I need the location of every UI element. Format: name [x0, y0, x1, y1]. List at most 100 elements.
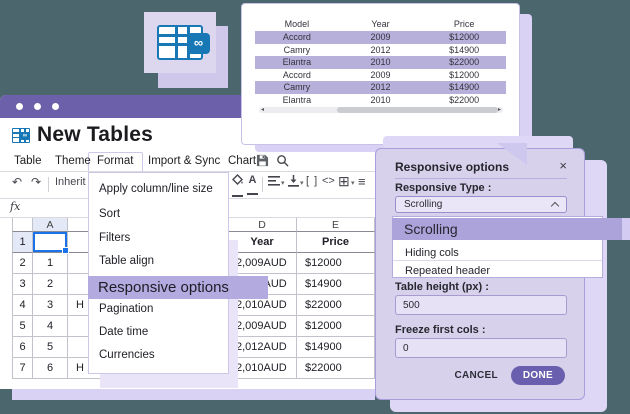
cell[interactable]: 2,010AUD	[228, 358, 297, 379]
preview-cell: Elantra	[282, 57, 312, 68]
preview-cell: Accord	[282, 69, 311, 80]
cell[interactable]: $22000	[297, 358, 375, 379]
format-menu-item[interactable]: Currencies	[99, 349, 155, 361]
column-header-A[interactable]: A	[33, 218, 68, 232]
page-title: New Tables	[37, 123, 153, 146]
responsive-type-value: Scrolling	[404, 199, 443, 210]
menu-format[interactable]: Format	[97, 155, 134, 167]
preview-cell: $12000	[449, 32, 480, 43]
panel-divider	[395, 178, 567, 179]
cell[interactable]: 2,012AUD	[228, 337, 297, 358]
scrollbar-thumb[interactable]	[337, 107, 499, 113]
cell[interactable]: $12000	[297, 253, 375, 274]
scroll-left-icon[interactable]: ◂	[261, 107, 265, 113]
cell[interactable]: $14900	[297, 337, 375, 358]
format-menu-item[interactable]: Apply column/line size	[99, 183, 213, 195]
row-header-3[interactable]: 3	[12, 274, 33, 295]
table-height-input[interactable]: 500	[395, 295, 567, 315]
toolbar-separator	[262, 177, 263, 192]
cell[interactable]: 2,009AUD	[228, 253, 297, 274]
cell[interactable]: 6	[33, 358, 68, 379]
cell[interactable]: $14900	[297, 274, 375, 295]
preview-cell: 2010	[370, 94, 391, 105]
infinity-badge-icon: ∞	[187, 33, 210, 54]
preview-cell: Elantra	[282, 94, 312, 105]
preview-cell: 2009	[370, 32, 391, 43]
align-caret-icon[interactable]: ▾	[281, 180, 285, 187]
code-icon[interactable]: <>	[322, 175, 335, 187]
format-menu-item[interactable]: Date time	[99, 326, 149, 338]
cell[interactable]: 3	[33, 295, 68, 316]
format-menu-item-responsive-options[interactable]: Responsive options	[88, 276, 268, 299]
row-header-7[interactable]: 7	[12, 358, 33, 379]
row-header-5[interactable]: 5	[12, 316, 33, 337]
vertical-align-caret-icon[interactable]: ▾	[300, 180, 304, 187]
freeze-cols-input[interactable]: 0	[395, 338, 567, 358]
borders-icon[interactable]: ⊞	[338, 173, 350, 189]
responsive-type-select[interactable]: Scrolling	[395, 196, 567, 213]
column-header-E[interactable]: E	[297, 218, 375, 232]
preview-cell: Camry	[283, 44, 311, 55]
option-hiding-cols[interactable]: Hiding cols	[405, 247, 459, 259]
align-left-icon[interactable]	[268, 176, 280, 186]
cell[interactable]: $22000	[297, 295, 375, 316]
chevron-up-icon	[550, 201, 560, 211]
responsive-type-label: Responsive Type :	[395, 182, 492, 194]
column-header-D[interactable]: D	[228, 218, 297, 232]
option-repeated-header[interactable]: Repeated header	[405, 265, 491, 277]
borders-caret-icon[interactable]: ▾	[351, 180, 355, 187]
undo-icon[interactable]: ↶	[12, 175, 23, 189]
redo-icon[interactable]: ↷	[31, 175, 42, 189]
selected-cell-A1[interactable]	[33, 232, 69, 254]
format-menu-item[interactable]: Table align	[99, 255, 154, 267]
window-dot-2[interactable]	[34, 103, 41, 110]
preview-header-cell: Model	[284, 18, 310, 29]
menu-chart[interactable]: Chart	[228, 155, 257, 167]
row-header-2[interactable]: 2	[12, 253, 33, 274]
preview-scrollbar[interactable]: ◂ ▸	[259, 107, 503, 113]
cell[interactable]: 2,009AUD	[228, 316, 297, 337]
format-menu-item[interactable]: Filters	[99, 232, 131, 244]
row-header-4[interactable]: 4	[12, 295, 33, 316]
freeze-cols-label: Freeze first cols :	[395, 324, 486, 336]
callout-tail	[497, 143, 527, 165]
fill-color-icon[interactable]	[231, 174, 244, 200]
menu-import-sync[interactable]: Import & Sync	[148, 155, 221, 167]
cancel-button[interactable]: CANCEL	[454, 370, 498, 381]
text-color-icon[interactable]: A	[247, 174, 258, 198]
done-button[interactable]: DONE	[510, 366, 565, 385]
cell[interactable]: 4	[33, 316, 68, 337]
window-dot-1[interactable]	[16, 103, 23, 110]
row-options-icon[interactable]: ≡	[358, 174, 366, 189]
window-dot-3[interactable]	[52, 103, 59, 110]
menu-table[interactable]: Table	[14, 155, 42, 167]
format-menu-item[interactable]: Sort	[99, 208, 121, 220]
row-header-1[interactable]: 1	[12, 232, 33, 253]
save-icon[interactable]	[256, 154, 269, 167]
merge-cells-icon[interactable]: [ ]	[306, 175, 319, 187]
search-icon[interactable]	[276, 154, 289, 167]
scroll-right-icon[interactable]: ▸	[497, 107, 501, 113]
cell[interactable]: 2	[33, 274, 68, 295]
cell[interactable]: 2,010AUD	[228, 295, 297, 316]
preview-header-cell: Price	[453, 18, 475, 29]
format-menu-item[interactable]: Pagination	[99, 303, 154, 315]
cell[interactable]: 5	[33, 337, 68, 358]
font-family-select[interactable]: Inherit	[55, 176, 86, 188]
preview-cell: $14900	[449, 82, 480, 93]
cell[interactable]: 1	[33, 253, 68, 274]
vertical-align-icon[interactable]	[288, 175, 299, 187]
cell[interactable]: Price	[297, 232, 375, 253]
preview-cell: 2009	[370, 69, 391, 80]
cell[interactable]: Year	[228, 232, 297, 253]
close-icon[interactable]: ×	[559, 158, 567, 173]
preview-cell: 2012	[370, 82, 391, 93]
selected-option-tail	[622, 218, 630, 240]
grid-corner-cell[interactable]	[12, 218, 33, 232]
row-header-6[interactable]: 6	[12, 337, 33, 358]
menu-theme[interactable]: Theme	[55, 155, 91, 167]
preview-header-row: Model Year Price	[255, 16, 506, 31]
selection-handle[interactable]	[62, 247, 69, 254]
cell[interactable]: $12000	[297, 316, 375, 337]
option-scrolling-selected[interactable]: Scrolling	[392, 218, 622, 240]
